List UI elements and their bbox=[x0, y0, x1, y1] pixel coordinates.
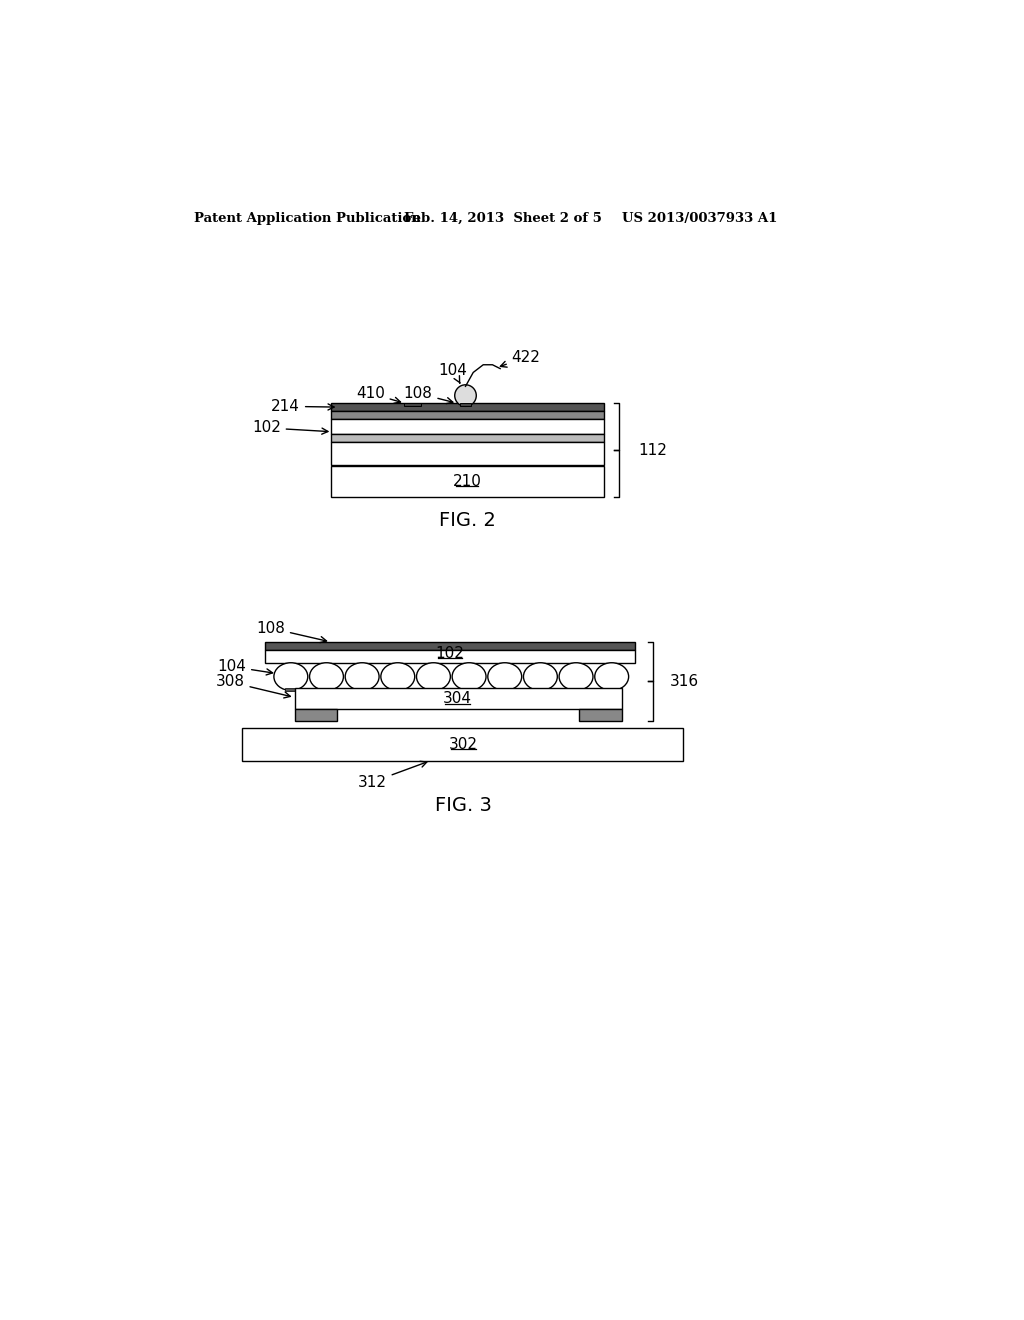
Text: 108: 108 bbox=[403, 385, 453, 404]
Text: 316: 316 bbox=[670, 673, 698, 689]
Ellipse shape bbox=[595, 663, 629, 690]
Text: 304: 304 bbox=[443, 692, 472, 706]
Bar bbox=[605, 688, 617, 692]
Ellipse shape bbox=[487, 663, 521, 690]
Text: FIG. 2: FIG. 2 bbox=[438, 511, 496, 529]
Text: 112: 112 bbox=[639, 442, 668, 458]
Bar bbox=[331, 434, 604, 442]
Text: 104: 104 bbox=[438, 363, 467, 383]
Text: 108: 108 bbox=[256, 620, 327, 643]
Bar bbox=[391, 663, 403, 665]
Text: US 2013/0037933 A1: US 2013/0037933 A1 bbox=[622, 213, 777, 224]
Ellipse shape bbox=[453, 663, 486, 690]
Bar bbox=[535, 663, 547, 665]
Bar bbox=[285, 688, 297, 692]
Text: 102: 102 bbox=[435, 645, 465, 661]
Text: FIG. 3: FIG. 3 bbox=[435, 796, 492, 814]
Bar bbox=[499, 688, 511, 692]
Bar bbox=[331, 418, 604, 434]
Bar bbox=[356, 663, 369, 665]
Bar bbox=[285, 663, 297, 665]
Text: Feb. 14, 2013  Sheet 2 of 5: Feb. 14, 2013 Sheet 2 of 5 bbox=[403, 213, 602, 224]
Ellipse shape bbox=[455, 385, 476, 407]
Ellipse shape bbox=[345, 663, 379, 690]
Text: 214: 214 bbox=[271, 399, 334, 414]
Bar bbox=[403, 404, 421, 407]
Text: Patent Application Publication: Patent Application Publication bbox=[194, 213, 421, 224]
Text: 102: 102 bbox=[252, 420, 328, 436]
Bar bbox=[331, 442, 604, 465]
Text: 104: 104 bbox=[217, 659, 272, 675]
Text: 422: 422 bbox=[501, 350, 541, 367]
Bar bbox=[427, 663, 439, 665]
Bar bbox=[321, 663, 333, 665]
Bar bbox=[331, 466, 604, 498]
Ellipse shape bbox=[381, 663, 415, 690]
Bar bbox=[460, 404, 471, 407]
Bar bbox=[331, 404, 604, 411]
Bar bbox=[499, 663, 511, 665]
Bar bbox=[243, 729, 683, 760]
Ellipse shape bbox=[523, 663, 557, 690]
Bar bbox=[356, 688, 369, 692]
Bar bbox=[570, 663, 583, 665]
Bar bbox=[265, 642, 635, 649]
Text: 410: 410 bbox=[355, 385, 400, 404]
Bar bbox=[570, 688, 583, 692]
Text: 312: 312 bbox=[357, 762, 427, 789]
Bar bbox=[331, 411, 604, 418]
Ellipse shape bbox=[559, 663, 593, 690]
Bar bbox=[321, 688, 333, 692]
Bar bbox=[463, 663, 475, 665]
Bar bbox=[463, 688, 475, 692]
Ellipse shape bbox=[417, 663, 451, 690]
Bar bbox=[605, 663, 617, 665]
Bar bbox=[295, 709, 337, 721]
Bar bbox=[580, 709, 622, 721]
Bar bbox=[427, 688, 439, 692]
Ellipse shape bbox=[273, 663, 308, 690]
Text: 210: 210 bbox=[453, 474, 481, 490]
Bar bbox=[535, 688, 547, 692]
Bar bbox=[295, 688, 622, 709]
Text: 302: 302 bbox=[449, 737, 478, 752]
Ellipse shape bbox=[309, 663, 343, 690]
Text: 308: 308 bbox=[215, 675, 291, 698]
Bar bbox=[391, 688, 403, 692]
Bar bbox=[265, 649, 635, 663]
